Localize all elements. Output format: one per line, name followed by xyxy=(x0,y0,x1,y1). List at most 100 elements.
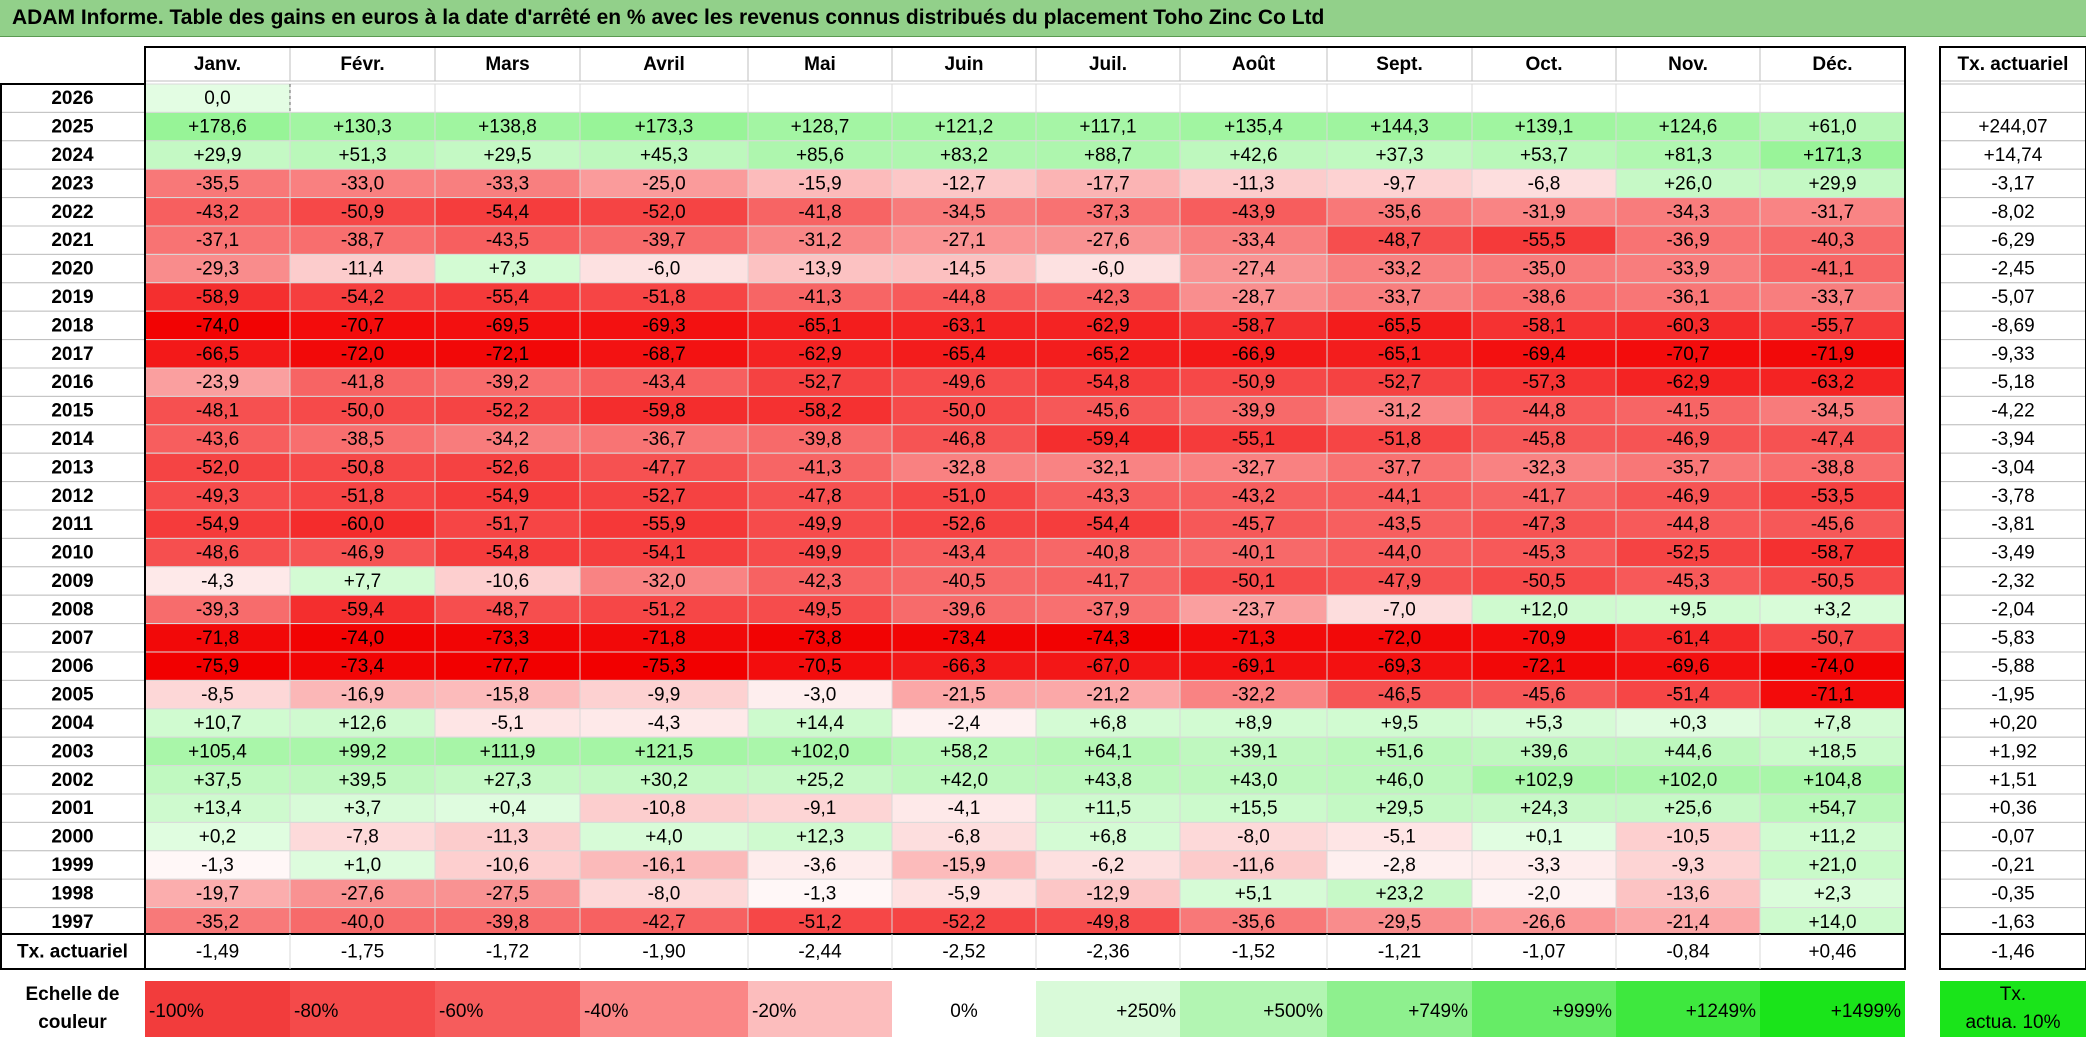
heat-cell xyxy=(891,225,1037,255)
cell-value: +7,8 xyxy=(1814,713,1852,734)
cell-value: -45,3 xyxy=(1666,571,1709,592)
heat-cell xyxy=(891,424,1037,454)
heat-cell xyxy=(891,509,1037,539)
scale-swatch xyxy=(290,981,435,1037)
cell-value: -27,6 xyxy=(341,883,384,904)
cell-value: -34,3 xyxy=(1666,202,1709,223)
cell-value: -43,2 xyxy=(1232,486,1275,507)
annual-cell xyxy=(1939,424,2086,454)
cell-value: +3,2 xyxy=(1814,599,1852,620)
cell-value: -66,5 xyxy=(196,344,239,365)
heat-cell xyxy=(1326,83,1473,113)
heat-cell xyxy=(1471,111,1617,142)
heat-cell xyxy=(891,168,1037,199)
heat-cell xyxy=(1179,481,1328,511)
heat-cell xyxy=(289,225,436,255)
cell-value: +46,0 xyxy=(1375,770,1423,791)
cell-value: -52,0 xyxy=(196,457,239,478)
heat-cell xyxy=(1471,509,1617,539)
cell-value: -35,7 xyxy=(1666,457,1709,478)
cell-value: -49,6 xyxy=(942,372,985,393)
cell-value: -38,5 xyxy=(341,429,384,450)
heat-cell xyxy=(579,651,749,681)
heat-cell xyxy=(579,594,749,625)
cell-value: +45,3 xyxy=(640,145,688,166)
cell-value: -49,5 xyxy=(798,599,841,620)
month-header-cell xyxy=(144,46,291,82)
year-cell xyxy=(0,765,146,795)
cell-value: -11,6 xyxy=(1233,855,1275,876)
cell-value: -49,9 xyxy=(798,514,841,535)
heat-cell xyxy=(289,537,436,568)
heat-cell xyxy=(1326,424,1473,454)
cell-value: -52,7 xyxy=(642,486,685,507)
cell-value: -32,3 xyxy=(1522,457,1565,478)
heat-cell xyxy=(1179,197,1328,227)
cell-value: -72,0 xyxy=(1378,628,1421,649)
heat-cell xyxy=(747,197,893,227)
cell-value: -34,2 xyxy=(486,429,529,450)
heat-cell xyxy=(579,253,749,284)
cell-value: +11,5 xyxy=(1085,798,1132,819)
heat-cell xyxy=(1179,566,1328,596)
heat-cell xyxy=(1179,793,1328,823)
cell-value: -69,3 xyxy=(642,315,685,336)
heat-cell xyxy=(579,708,749,738)
cell-value: -41,5 xyxy=(1666,401,1709,422)
scale-step-label: +1249% xyxy=(1686,1001,1756,1022)
cell-value: -74,3 xyxy=(1086,628,1129,649)
heat-cell xyxy=(579,83,749,113)
heat-cell xyxy=(434,594,581,625)
cell-value: +5,1 xyxy=(1235,883,1273,904)
cell-value: +23,2 xyxy=(1375,883,1423,904)
footer-value: -1,52 xyxy=(1232,942,1275,963)
cell-value: +25,2 xyxy=(796,770,844,791)
annual-cell xyxy=(1939,793,2086,823)
cell-value: -47,7 xyxy=(642,457,685,478)
annual-cell xyxy=(1939,367,2086,397)
cell-value: -34,5 xyxy=(1811,401,1854,422)
heat-cell xyxy=(891,765,1037,795)
cell-value: -5,1 xyxy=(491,713,524,734)
cell-value: +61,0 xyxy=(1808,117,1856,138)
cell-value: -29,3 xyxy=(196,259,239,280)
annual-value: -3,78 xyxy=(1991,486,2034,507)
cell-value: +85,6 xyxy=(796,145,844,166)
heat-cell xyxy=(1179,140,1328,170)
heat-cell xyxy=(1326,197,1473,227)
cell-value: -46,9 xyxy=(1666,429,1709,450)
cell-value: +144,3 xyxy=(1370,117,1429,138)
cell-value: -74,0 xyxy=(1811,656,1854,677)
heat-cell xyxy=(1035,452,1181,483)
heat-cell xyxy=(747,310,893,341)
annual-value: -5,88 xyxy=(1991,656,2034,677)
cell-value: -16,9 xyxy=(341,685,384,706)
heat-cell xyxy=(289,509,436,539)
cell-value: -44,8 xyxy=(942,287,985,308)
month-header-7: Juil. xyxy=(1089,54,1127,75)
cell-value: -47,9 xyxy=(1378,571,1421,592)
heat-cell xyxy=(1326,481,1473,511)
year-cell xyxy=(0,623,146,653)
heat-cell xyxy=(579,821,749,852)
scale-swatch xyxy=(145,981,290,1037)
cell-value: -23,7 xyxy=(1232,599,1275,620)
heat-cell xyxy=(891,623,1037,653)
cell-value: -69,5 xyxy=(486,315,529,336)
cell-value: -73,8 xyxy=(798,628,841,649)
title-bar: ADAM Informe. Table des gains en euros à… xyxy=(0,0,2086,37)
heat-cell xyxy=(1326,310,1473,341)
heat-cell xyxy=(1759,765,1906,795)
cell-value: -43,4 xyxy=(642,372,686,393)
heat-cell xyxy=(1179,367,1328,397)
year-label: 2003 xyxy=(51,741,93,762)
cell-value: -58,7 xyxy=(1232,315,1275,336)
heat-cell xyxy=(1615,736,1761,767)
cell-value: -9,9 xyxy=(648,685,681,706)
year-label: 2009 xyxy=(51,571,93,592)
scale-annual-line2: actua. 10% xyxy=(1965,1012,2060,1033)
cell-value: -41,7 xyxy=(1522,486,1565,507)
heat-cell xyxy=(1759,367,1906,397)
cell-value: -50,0 xyxy=(341,401,384,422)
